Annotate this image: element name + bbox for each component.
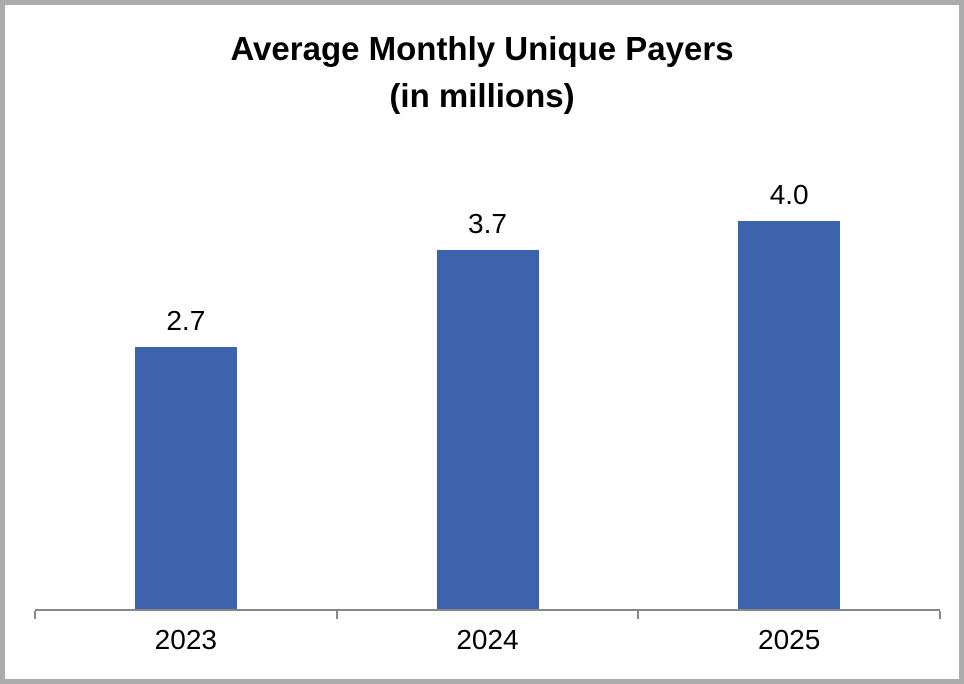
x-axis-tick bbox=[939, 611, 941, 619]
x-axis-tick bbox=[637, 611, 640, 619]
bar-2024 bbox=[436, 250, 539, 609]
x-axis-category-label: 2025 bbox=[758, 624, 821, 655]
bar-value-label: 3.7 bbox=[468, 208, 507, 239]
chart-title-line-2: (in millions) bbox=[389, 77, 575, 114]
chart-title-line-1: Average Monthly Unique Payers bbox=[230, 30, 734, 67]
x-axis-line bbox=[35, 609, 940, 611]
x-axis-tick bbox=[34, 611, 36, 619]
bar-2025 bbox=[738, 221, 841, 609]
x-axis-tick bbox=[335, 611, 338, 619]
plot-area: 2.7 2023 3.7 2024 4.0 2025 bbox=[5, 5, 959, 679]
bar-value-label: 2.7 bbox=[166, 305, 206, 336]
x-axis-category-label: 2024 bbox=[456, 624, 519, 655]
bar-value-label: 4.0 bbox=[769, 179, 809, 210]
bar-2023 bbox=[134, 347, 237, 609]
bar-chart: Average Monthly Unique Payers (in millio… bbox=[5, 5, 959, 679]
chart-title: Average Monthly Unique Payers (in millio… bbox=[5, 25, 959, 119]
x-axis-category-label: 2023 bbox=[154, 624, 217, 655]
